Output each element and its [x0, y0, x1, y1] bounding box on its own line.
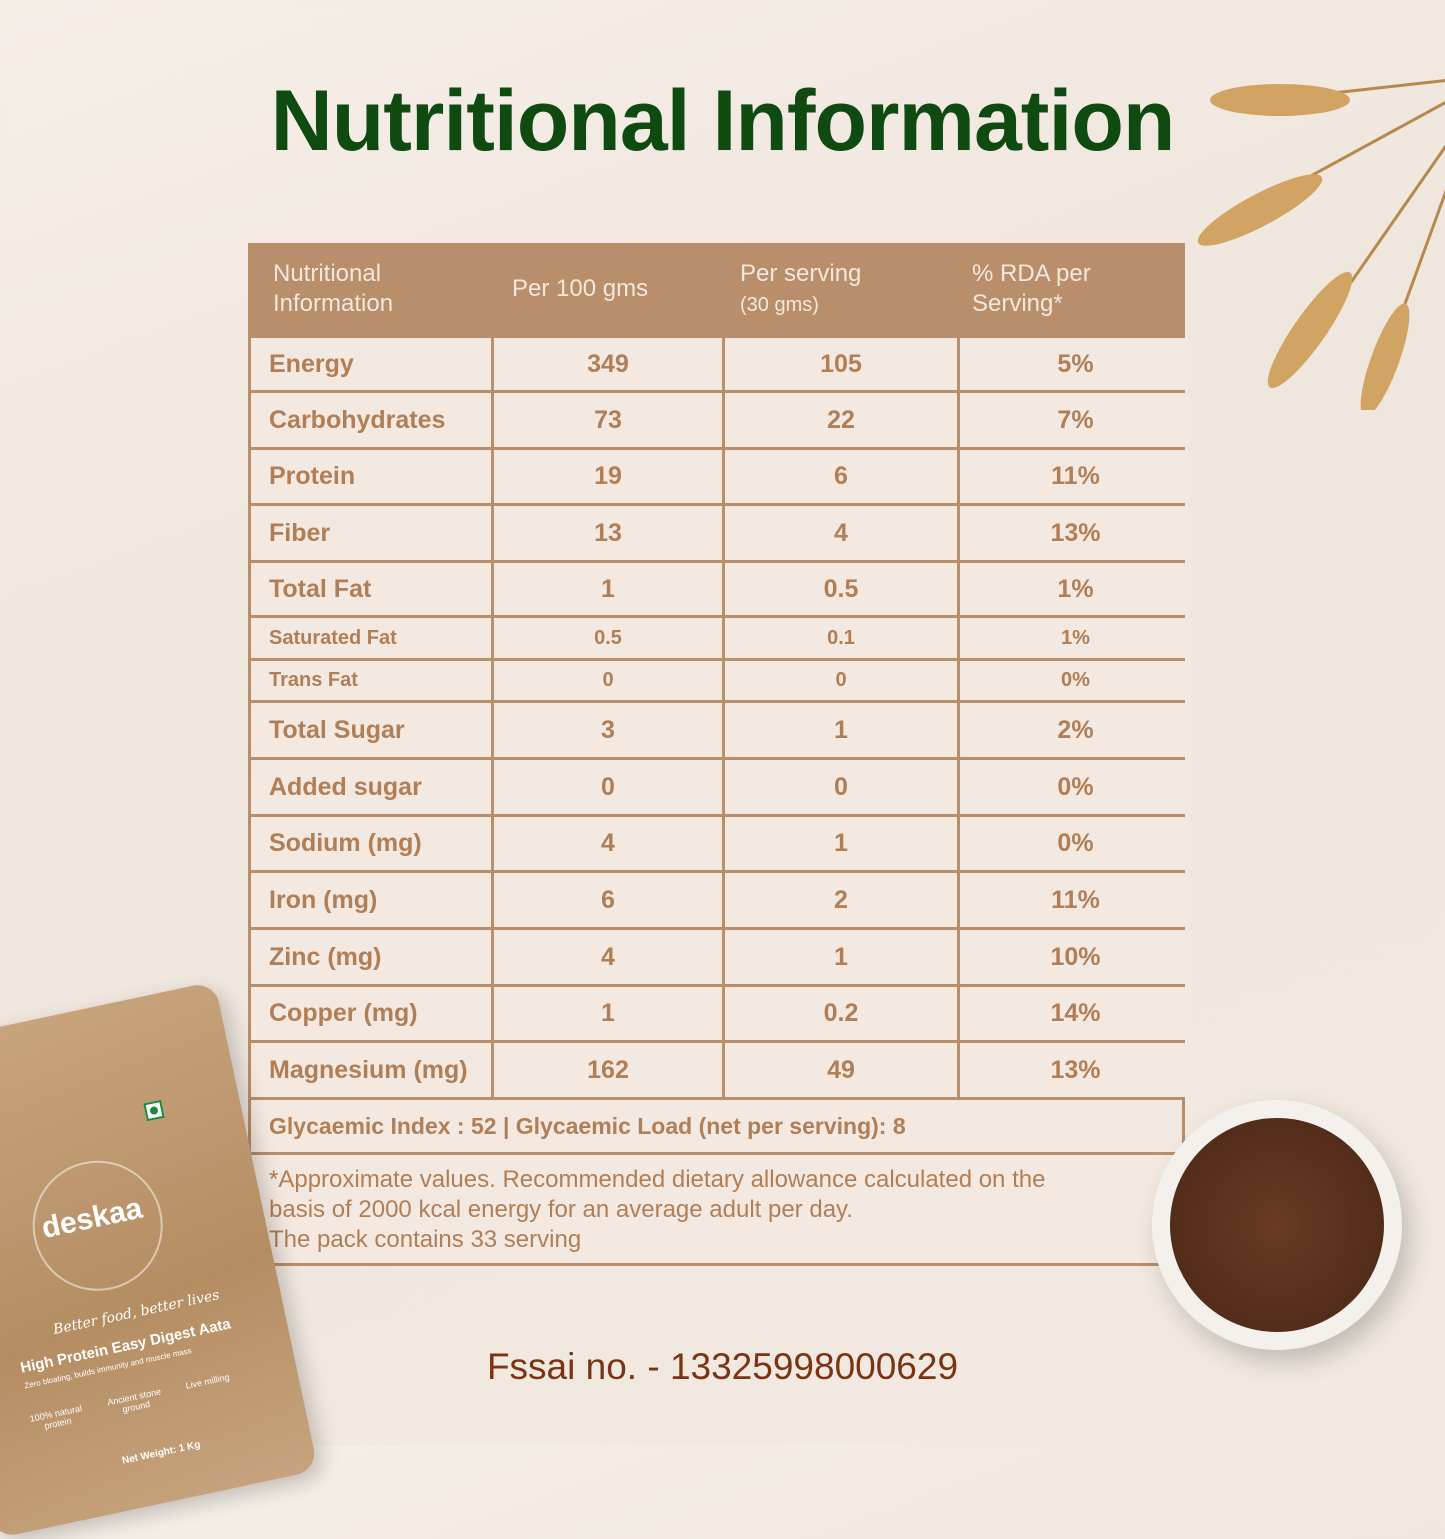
bowl-of-grains-image	[1152, 1100, 1402, 1350]
rda-value: 0%	[960, 817, 1191, 870]
nutrient-name: Protein	[251, 450, 491, 503]
per-serving-value: 49	[725, 1043, 957, 1097]
per-100-value: 1	[494, 563, 722, 615]
per-100-value: 0	[494, 661, 722, 700]
per-serving-value: 6	[725, 450, 957, 503]
nutrient-name: Added sugar	[251, 760, 491, 814]
footnote-line: *Approximate values. Recommended dietary…	[269, 1166, 1046, 1193]
veg-mark-icon	[143, 1099, 165, 1122]
header-per-serving-label: Per serving	[740, 259, 862, 287]
rda-value: 10%	[960, 930, 1191, 984]
per-serving-value: 2	[725, 873, 957, 927]
footnote-line: The pack contains 33 serving	[269, 1226, 582, 1253]
table-row: Total Fat 1 0.5 1%	[251, 563, 1191, 615]
nutrient-name: Carbohydrates	[251, 393, 491, 447]
glycaemic-info: Glycaemic Index : 52 | Glycaemic Load (n…	[251, 1100, 1182, 1152]
pack-feature: Ancient stone ground	[106, 1386, 162, 1415]
per-100-value: 0	[494, 760, 722, 814]
footnote: *Approximate values. Recommended dietary…	[251, 1155, 1182, 1263]
nutrient-name: Energy	[251, 338, 491, 390]
nutrient-name: Fiber	[251, 506, 491, 560]
table-row: Zinc (mg) 4 1 10%	[251, 930, 1191, 984]
per-serving-value: 1	[725, 703, 957, 757]
table-header: Nutritional Information Per 100 gms Per …	[251, 243, 1182, 335]
rda-value: 1%	[960, 618, 1191, 658]
per-serving-value: 22	[725, 393, 957, 447]
header-per-serving: Per serving (30 gms)	[722, 259, 954, 320]
header-rda: % RDA per Serving*	[972, 260, 1091, 317]
nutrient-name: Total Sugar	[251, 703, 491, 757]
fssai-number: Fssai no. - 13325998000629	[486, 1346, 959, 1387]
table-row: Carbohydrates 73 22 7%	[251, 393, 1191, 447]
per-serving-value: 0.1	[725, 618, 957, 658]
table-row: Copper (mg) 1 0.2 14%	[251, 987, 1191, 1040]
table-row: Energy 349 105 5%	[251, 338, 1191, 390]
per-serving-value: 0	[725, 760, 957, 814]
rda-value: 2%	[960, 703, 1191, 757]
per-100-value: 6	[494, 873, 722, 927]
table-row: Fiber 13 4 13%	[251, 506, 1191, 560]
nutrient-name: Magnesium (mg)	[251, 1043, 491, 1097]
rda-value: 13%	[960, 506, 1191, 560]
table-row: Magnesium (mg) 162 49 13%	[251, 1043, 1191, 1097]
nutrient-name: Trans Fat	[251, 661, 491, 700]
per-100-value: 4	[494, 930, 722, 984]
per-serving-value: 105	[725, 338, 957, 390]
table-row: Total Sugar 3 1 2%	[251, 703, 1191, 757]
wheat-decoration-icon	[1197, 79, 1445, 410]
nutrient-name: Total Fat	[251, 563, 491, 615]
per-serving-value: 1	[725, 930, 957, 984]
table-row: Saturated Fat 0.5 0.1 1%	[251, 618, 1191, 658]
per-serving-value: 0.2	[725, 987, 957, 1040]
per-100-value: 4	[494, 817, 722, 870]
per-100-value: 13	[494, 506, 722, 560]
pack-net-weight: Net Weight: 1 Kg	[121, 1439, 202, 1467]
table-row: Added sugar 0 0 0%	[251, 760, 1191, 814]
per-serving-value: 4	[725, 506, 957, 560]
per-100-value: 0.5	[494, 618, 722, 658]
rda-value: 7%	[960, 393, 1191, 447]
per-100-value: 1	[494, 987, 722, 1040]
table-row: Protein 19 6 11%	[251, 450, 1191, 503]
rda-value: 14%	[960, 987, 1191, 1040]
per-100-value: 162	[494, 1043, 722, 1097]
nutrient-name: Saturated Fat	[251, 618, 491, 658]
per-100-value: 349	[494, 338, 722, 390]
header-nutritional-information: Nutritional Information	[273, 260, 394, 317]
footnote-line: basis of 2000 kcal energy for an average…	[269, 1196, 853, 1223]
nutrient-name: Copper (mg)	[251, 987, 491, 1040]
rda-value: 1%	[960, 563, 1191, 615]
table-row: Iron (mg) 6 2 11%	[251, 873, 1191, 927]
nutrient-name: Zinc (mg)	[251, 930, 491, 984]
page-title: Nutritional Information	[270, 73, 1176, 169]
rda-value: 11%	[960, 873, 1191, 927]
header-per-100: Per 100 gms	[512, 275, 649, 302]
table-row: Sodium (mg) 4 1 0%	[251, 817, 1191, 870]
per-100-value: 3	[494, 703, 722, 757]
nutrient-name: Sodium (mg)	[251, 817, 491, 870]
per-100-value: 73	[494, 393, 722, 447]
nutrient-name: Iron (mg)	[251, 873, 491, 927]
rda-value: 5%	[960, 338, 1191, 390]
rda-value: 0%	[960, 760, 1191, 814]
nutrition-table: Nutritional Information Per 100 gms Per …	[248, 243, 1191, 1266]
per-serving-value: 0	[725, 661, 957, 700]
header-serving-size: (30 gms)	[740, 293, 819, 316]
per-serving-value: 0.5	[725, 563, 957, 615]
per-100-value: 19	[494, 450, 722, 503]
pack-feature: 100% natural protein	[28, 1403, 83, 1432]
table-row: Trans Fat 0 0 0%	[251, 661, 1191, 700]
rda-value: 13%	[960, 1043, 1191, 1097]
rda-value: 0%	[960, 661, 1191, 700]
per-serving-value: 1	[725, 817, 957, 870]
pack-feature: Live milling	[184, 1371, 231, 1391]
rda-value: 11%	[960, 450, 1191, 503]
